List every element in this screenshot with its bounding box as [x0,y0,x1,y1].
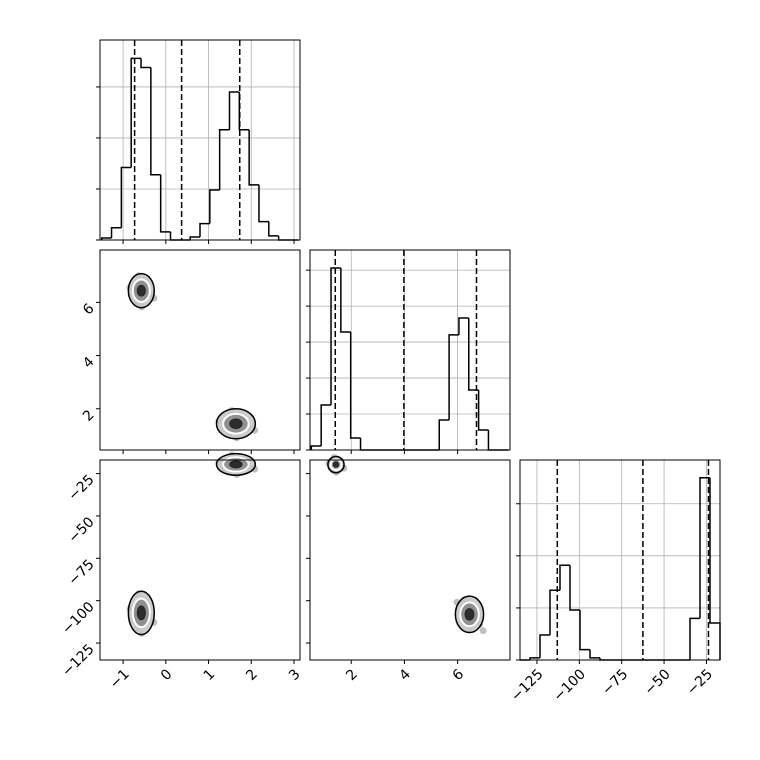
hist-step [218,129,230,190]
hist-step [189,236,200,240]
y-tick-label: −75 [65,557,97,589]
hist-step [330,267,341,406]
hist-step [468,317,479,391]
hist-step [277,235,289,241]
hist-step [169,231,181,241]
hist-step [349,332,361,439]
y-tick-label: 4 [80,354,98,372]
x-tick-label: 1 [201,666,219,684]
hist-step [268,221,279,237]
y-tick-label: −50 [65,514,97,546]
hist-step [448,334,459,420]
hist-step [238,92,250,131]
hist-step [579,610,590,651]
x-tick-label: −75 [599,666,631,698]
x-tick-label: 4 [396,666,414,684]
hist-step [120,166,132,228]
hist-step [130,57,142,168]
hist-step [100,237,112,240]
x-tick-label: −1 [107,666,133,692]
point [479,627,487,635]
contour [136,605,146,621]
contour [229,418,243,429]
hist-step [589,649,600,659]
hist-step [559,564,570,591]
contour [136,284,146,297]
hist-step [539,634,550,658]
y-tick-label: 2 [80,407,98,425]
hist-step [320,404,332,446]
hist-step [529,657,540,660]
hist-step [689,617,700,660]
hist-step [310,445,322,450]
hist-step [438,419,450,450]
axes-frame [99,459,301,661]
axes-frame [519,459,721,661]
y-tick-label: −25 [65,472,97,504]
x-tick-label: 2 [343,666,361,684]
hist-step [359,437,371,451]
x-tick-label: 2 [243,666,261,684]
hist-step [199,222,210,237]
hist-step [487,430,499,451]
hist-step [209,189,220,224]
hist-step [228,91,240,130]
axes-frame [99,249,301,451]
hist-step [150,67,161,176]
y-tick-label: −100 [59,599,98,638]
axes-frame [309,459,511,661]
hist-step [569,565,580,611]
hist-step [159,174,171,233]
y-tick-label: −125 [59,641,98,680]
hist-step [248,129,259,186]
x-tick-label: 3 [286,666,304,684]
hist-step [458,317,469,335]
x-tick-label: −125 [508,666,547,705]
hist-step [140,58,151,69]
x-tick-label: −100 [550,666,589,705]
hist-step [699,476,710,619]
axes-frame [99,39,301,241]
contour [229,460,243,469]
hist-step [340,267,351,333]
x-tick-label: −50 [642,666,674,698]
hist-step [709,477,721,660]
hist-step [477,390,489,431]
hist-step [258,184,269,223]
x-tick-label: 6 [450,666,468,684]
axes-frame [309,249,511,451]
contour [464,608,475,621]
y-tick-label: 6 [80,301,98,319]
hist-step [549,589,560,635]
hist-step [110,227,122,238]
x-tick-label: 0 [158,666,176,684]
x-tick-label: −25 [684,666,716,698]
contour [332,461,340,468]
